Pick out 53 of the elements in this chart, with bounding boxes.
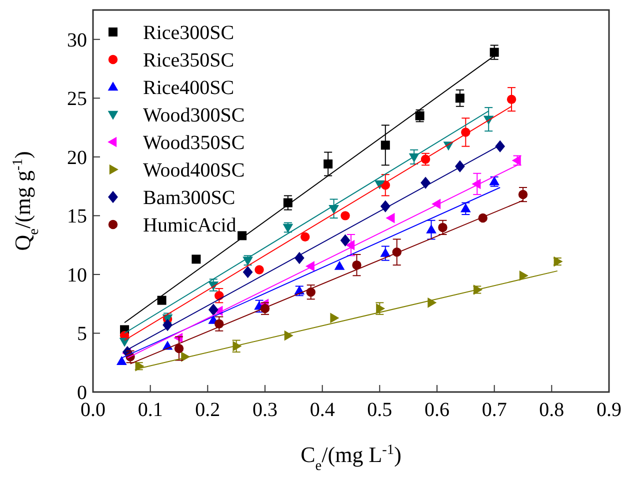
- legend-label: HumicAcid: [143, 214, 236, 236]
- point: [334, 260, 345, 270]
- legend-label: Rice350SC: [143, 50, 234, 72]
- point: [426, 224, 436, 234]
- x-tick-label: 0.9: [596, 399, 622, 421]
- point: [116, 356, 127, 366]
- point: [415, 111, 424, 120]
- x-tick-label: 0.5: [367, 399, 392, 421]
- point: [506, 94, 516, 104]
- x-tick-label: 0.1: [138, 399, 163, 421]
- x-tick-label: 0.7: [482, 399, 507, 421]
- point: [300, 232, 310, 242]
- point: [208, 304, 218, 316]
- point: [490, 48, 499, 57]
- point: [254, 265, 264, 274]
- point: [330, 312, 340, 324]
- point: [162, 318, 172, 332]
- legend-label: Rice300SC: [143, 22, 234, 44]
- point: [386, 212, 395, 224]
- x-tick-label: 0.4: [310, 399, 335, 421]
- x-axis-title: C$_{e}$/(mg L$^{-1}$): [300, 442, 402, 474]
- point: [242, 266, 253, 278]
- legend-label: Wood300SC: [143, 104, 245, 126]
- x-tick-label: 0.2: [195, 399, 220, 421]
- y-tick-label: 30: [67, 29, 87, 52]
- y-tick-label: 15: [67, 206, 87, 228]
- point: [495, 140, 506, 152]
- point: [460, 203, 471, 212]
- legend-label: Rice400SC: [143, 77, 234, 99]
- point: [157, 296, 166, 305]
- point: [518, 190, 528, 200]
- point: [352, 260, 362, 270]
- legend-label: Wood400SC: [143, 160, 245, 182]
- legend-label: Bam300SC: [143, 187, 236, 209]
- y-tick-label: 10: [67, 264, 87, 286]
- point: [340, 211, 350, 220]
- point: [192, 254, 201, 264]
- point: [380, 140, 390, 150]
- point: [519, 270, 528, 281]
- y-tick-label: 25: [67, 88, 87, 110]
- y-tick-label: 20: [67, 146, 87, 169]
- y-tick-label: 5: [77, 323, 87, 346]
- x-tick-label: 0.3: [252, 399, 278, 421]
- point: [324, 159, 333, 168]
- point: [174, 344, 184, 354]
- point: [438, 222, 448, 232]
- point: [428, 297, 437, 308]
- legend-label: Wood350SC: [143, 132, 245, 154]
- point: [380, 248, 391, 257]
- x-tick-label: 0.8: [539, 399, 564, 421]
- point: [340, 234, 350, 246]
- x-tick-label: 0.6: [424, 399, 450, 421]
- point: [455, 94, 464, 103]
